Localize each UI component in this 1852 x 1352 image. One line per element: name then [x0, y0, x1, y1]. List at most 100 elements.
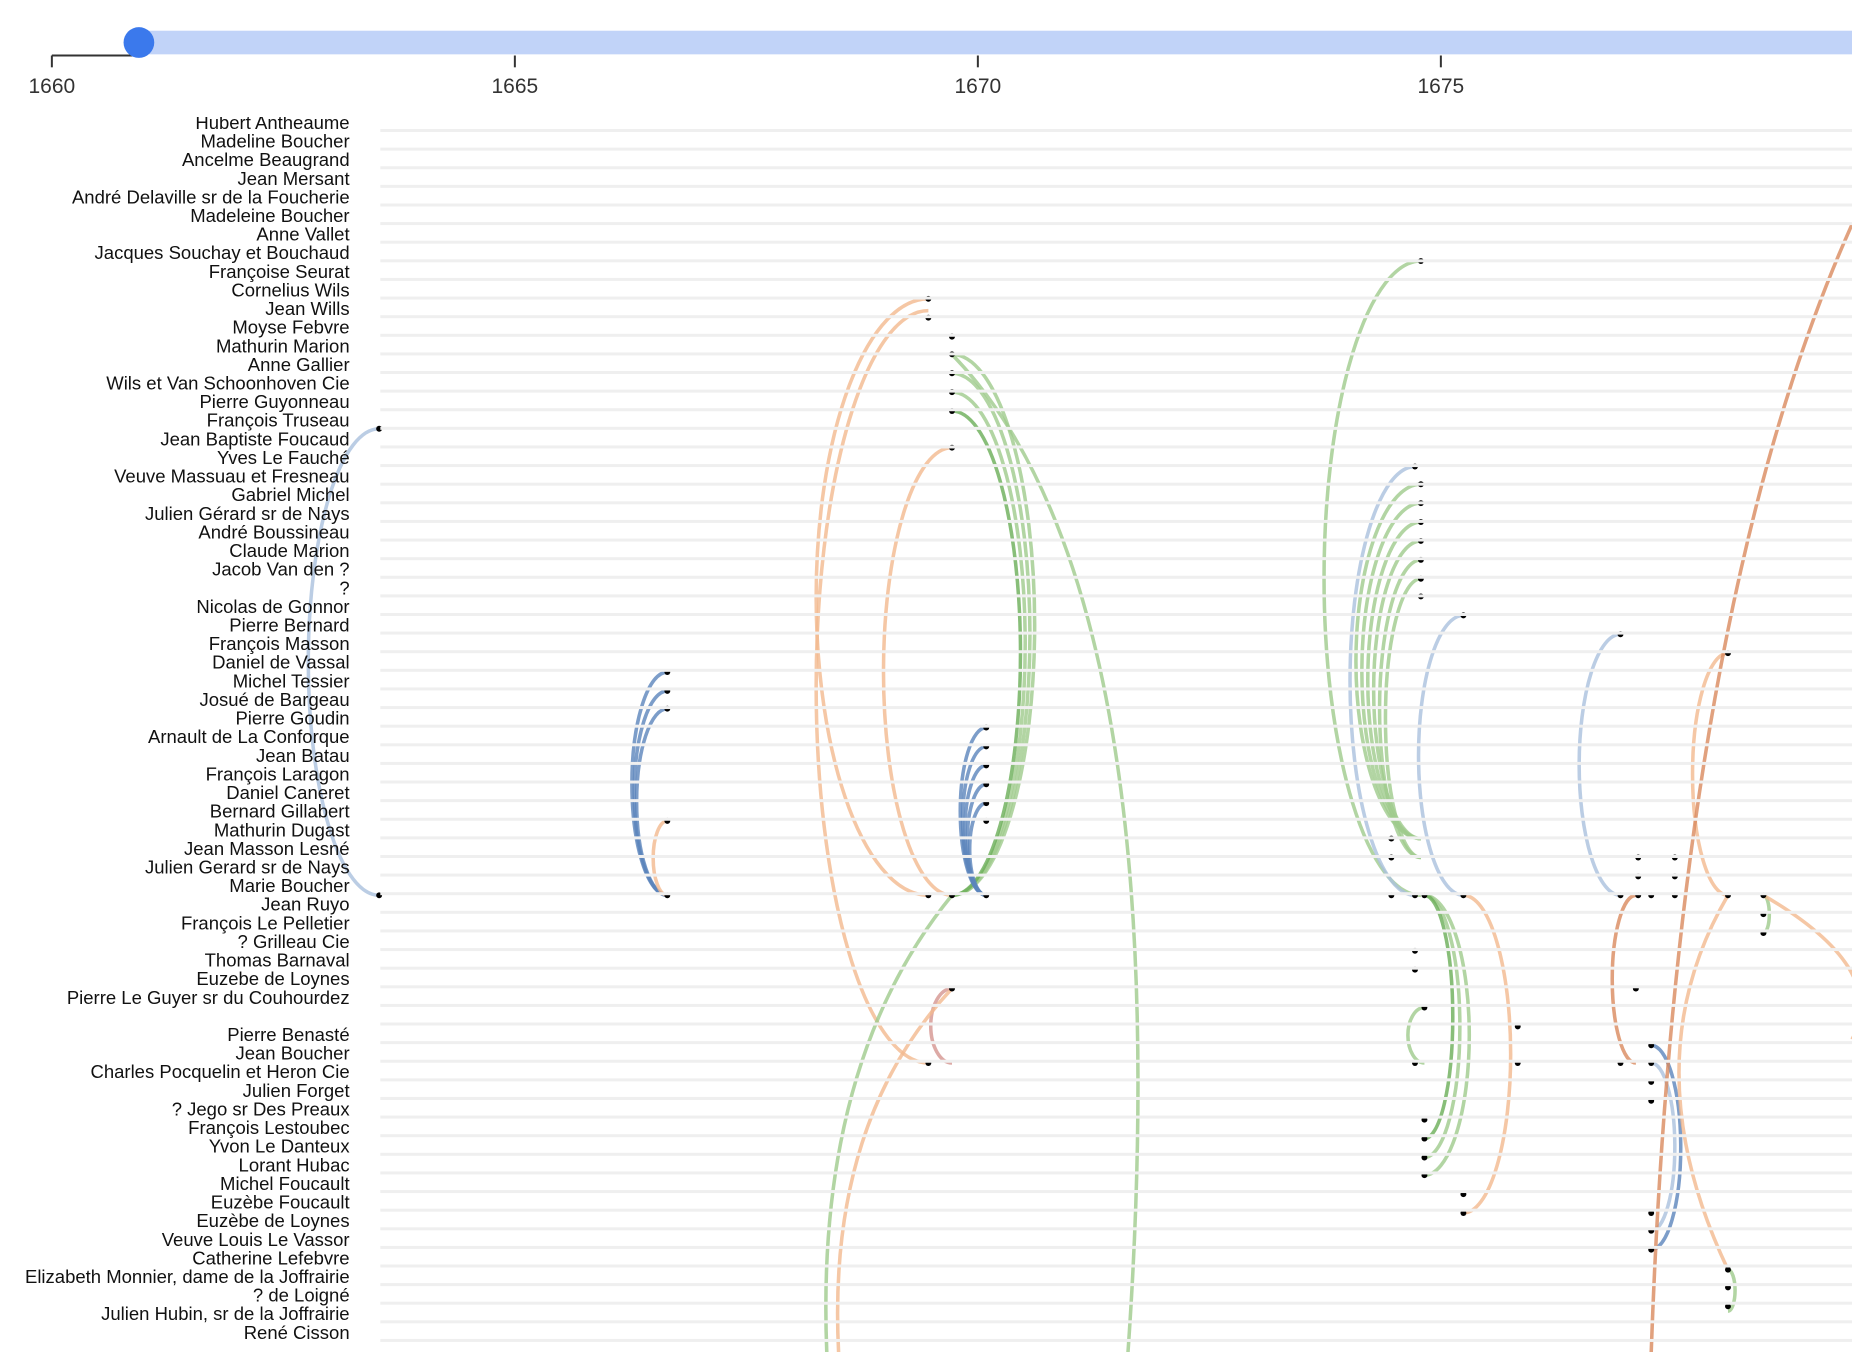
name-label: Nicolas de Gonnor: [196, 596, 349, 617]
row-line: [380, 166, 1852, 170]
name-label: Daniel Caneret: [226, 782, 349, 803]
row-line: [380, 724, 1852, 728]
x-tick-label: 1670: [954, 75, 1001, 98]
row-line: [380, 408, 1852, 412]
name-label: Claude Marion: [229, 540, 349, 561]
row-line: [380, 240, 1852, 244]
link-arc: [1677, 894, 1730, 1271]
name-label: Veuve Massuau et Fresneau: [114, 466, 350, 487]
name-label: Michel Foucault: [220, 1173, 350, 1194]
row-line: [380, 1059, 1852, 1063]
row-line: [380, 389, 1852, 393]
link-arc: [950, 353, 1140, 1352]
link-arc: [1649, 223, 1852, 1352]
name-label: Jean Ruyo: [261, 894, 349, 915]
row-line: [380, 426, 1852, 430]
row-line: [380, 1134, 1852, 1138]
link-arc: [1651, 1043, 1683, 1252]
slider-handle[interactable]: [123, 27, 155, 58]
x-tick-label: 1660: [28, 75, 75, 98]
row-line: [380, 482, 1852, 486]
row-line: [380, 147, 1852, 151]
name-label: Françoise Seurat: [209, 261, 350, 282]
name-label: Jean Masson Lesné: [184, 838, 350, 859]
name-label: Catherine Lefebvre: [192, 1247, 349, 1268]
row-line: [380, 706, 1852, 710]
header-bg: [0, 0, 1852, 117]
name-label: André Delaville sr de la Foucherie: [72, 186, 350, 207]
name-label: Jean Batau: [256, 745, 350, 766]
row-line: [380, 873, 1852, 877]
x-tick-label: 1675: [1417, 75, 1464, 98]
name-label: Veuve Louis Le Vassor: [162, 1229, 350, 1250]
slider-track: [138, 30, 1852, 55]
name-label: François Lestoubec: [188, 1117, 349, 1138]
link-arc: [1416, 613, 1464, 898]
name-label: Anne Vallet: [256, 224, 349, 245]
link-arc: [967, 801, 987, 898]
name-label: ? Jego sr Des Preaux: [172, 1098, 351, 1119]
name-label: Madeleine Boucher: [190, 205, 349, 226]
name-label: ?: [339, 577, 349, 598]
row-line: [380, 1078, 1852, 1082]
row-line: [380, 836, 1852, 840]
link-arc: [1406, 1005, 1425, 1065]
row-line: [380, 929, 1852, 933]
name-label: François Masson: [209, 633, 350, 654]
link-arc: [929, 986, 953, 1065]
name-label: ? Grilleau Cie: [238, 931, 350, 952]
name-label: Daniel de Vassal: [212, 652, 349, 673]
link-arc: [1727, 1267, 1737, 1313]
row-line: [380, 761, 1852, 765]
name-label: Thomas Barnaval: [205, 950, 350, 971]
name-label: Anne Gallier: [248, 354, 350, 375]
row-line: [380, 259, 1852, 263]
row-line: [380, 892, 1852, 896]
event-dot: [1421, 1154, 1428, 1161]
link-arc: [835, 987, 954, 1352]
event-dot: [1725, 1303, 1731, 1310]
name-label: Moyse Febvre: [232, 317, 349, 338]
name-label: Euzèbe Foucault: [211, 1192, 350, 1213]
row-line: [380, 910, 1852, 914]
name-label: René Cisson: [244, 1322, 350, 1343]
row-line: [380, 1264, 1852, 1268]
row-line: [380, 780, 1852, 784]
name-label: Bernard Gillabert: [210, 801, 350, 822]
row-line: [380, 501, 1852, 505]
row-line: [380, 854, 1852, 858]
row-line: [380, 948, 1852, 952]
row-line: [380, 1320, 1852, 1324]
name-label: Wils et Van Schoonhoven Cie: [106, 373, 349, 394]
link-arc: [1610, 893, 1637, 1065]
name-label: Jean Mersant: [238, 168, 350, 189]
name-label: Ancelme Beaugrand: [182, 149, 350, 170]
row-line: [380, 1152, 1852, 1156]
row-line: [380, 296, 1852, 300]
name-label: Jacob Van den ?: [212, 559, 350, 580]
name-label: Madeline Boucher: [200, 131, 349, 152]
link-arc: [824, 894, 954, 1352]
event-dot: [1725, 1266, 1731, 1273]
name-label: Cornelius Wils: [231, 279, 349, 300]
name-label: Pierre Guyonneau: [199, 391, 349, 412]
name-label: Jean Baptiste Foucaud: [160, 428, 349, 449]
row-line: [380, 519, 1852, 523]
row-line: [380, 184, 1852, 188]
row-line: [380, 1227, 1852, 1231]
link-arc: [306, 426, 380, 898]
name-label: Julien Forget: [243, 1080, 350, 1101]
link-arc: [1348, 464, 1415, 898]
name-label: Hubert Antheaume: [195, 112, 349, 133]
name-label: Euzebe de Loynes: [196, 968, 349, 989]
row-line: [380, 1208, 1852, 1212]
row-line: [380, 203, 1852, 207]
name-label: Euzèbe de Loynes: [196, 1210, 349, 1231]
row-line: [380, 315, 1852, 319]
name-label: Michel Tessier: [233, 670, 350, 691]
name-label: Arnault de La Conforque: [148, 726, 350, 747]
row-line: [380, 687, 1852, 691]
name-label: Jean Wills: [265, 298, 349, 319]
row-line: [380, 277, 1852, 281]
name-label: Pierre Goudin: [235, 708, 349, 729]
